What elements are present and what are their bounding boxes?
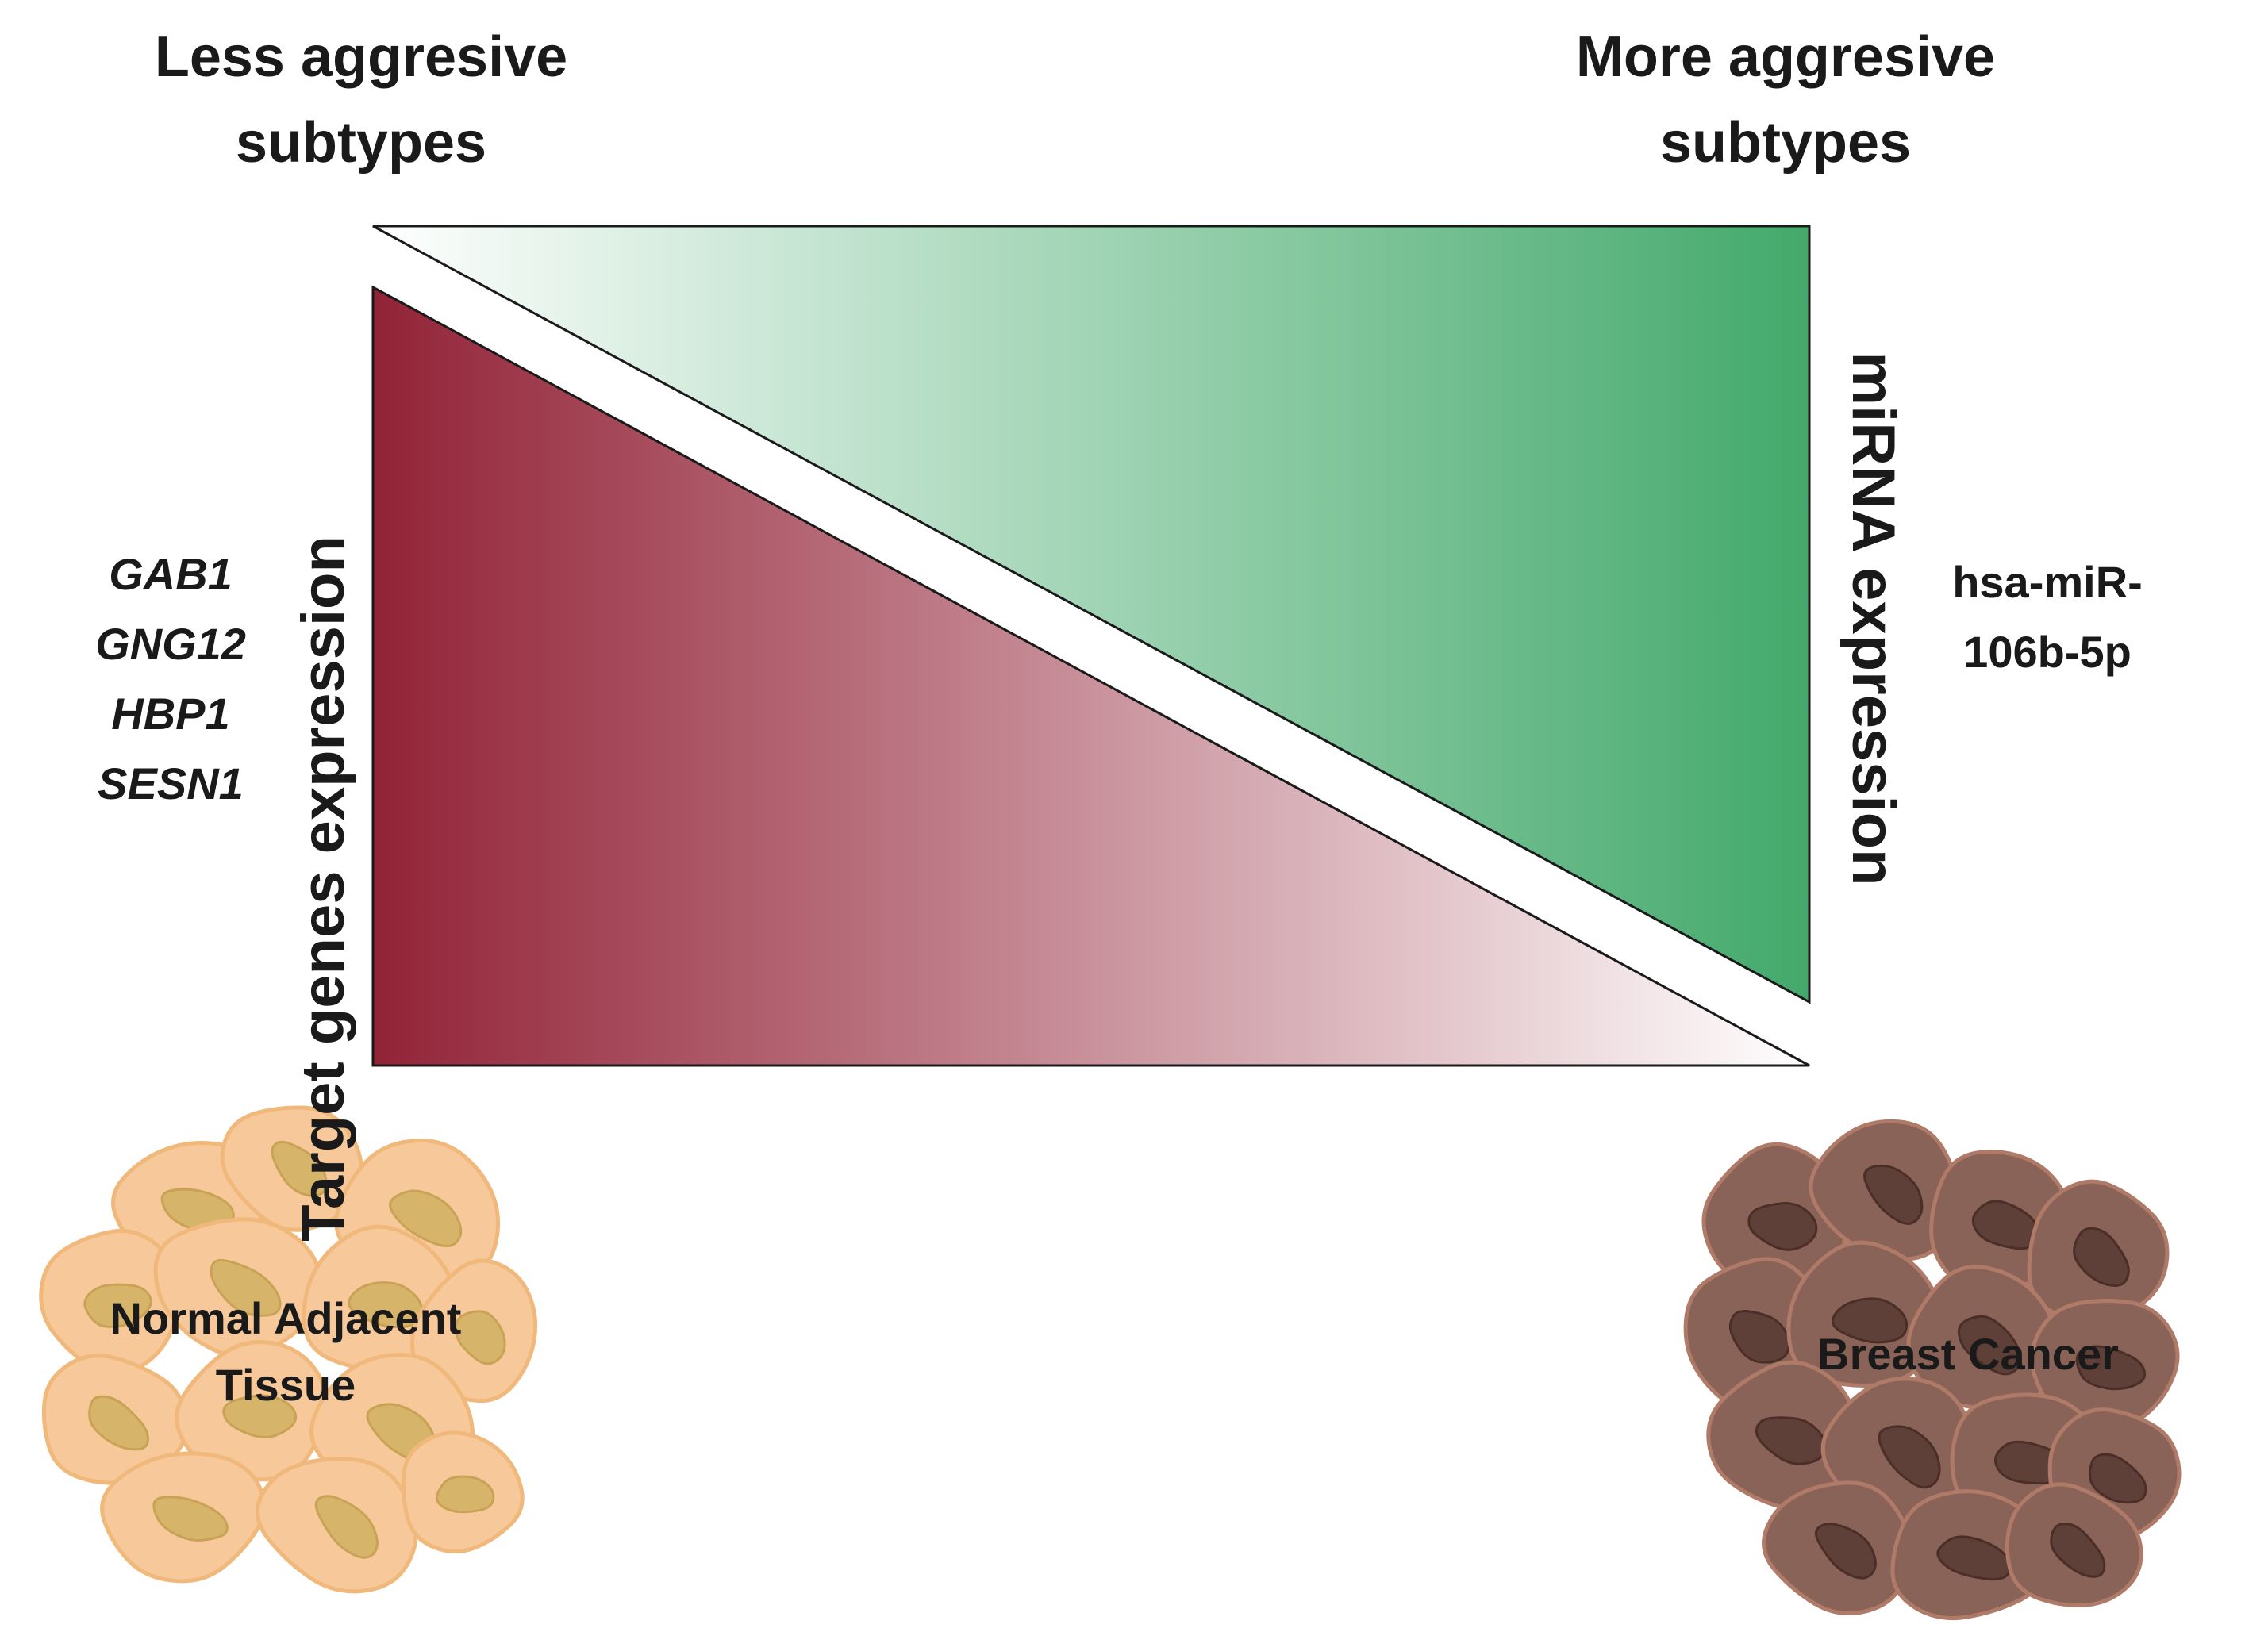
gene-gng12: GNG12 xyxy=(95,619,246,669)
cancer-cell-nucleus xyxy=(2073,1227,2130,1287)
normal-tissue-line1: Normal Adjacent xyxy=(110,1293,462,1343)
mirna-axis-label: miRNA expression xyxy=(1839,351,1907,886)
normal-cell-nucleus xyxy=(389,1189,463,1248)
cancer-cell-nucleus xyxy=(1957,1315,2022,1376)
cancer-tissue-cells xyxy=(1683,1119,2182,1621)
cancer-cell-nucleus xyxy=(1878,1425,1941,1489)
normal-cell-nucleus xyxy=(83,1283,152,1328)
cancer-cell-nucleus xyxy=(2089,1453,2147,1504)
normal-cell-nucleus xyxy=(152,1496,229,1542)
normal-cell-nucleus xyxy=(348,1281,424,1329)
normal-tissue-cells xyxy=(39,1105,537,1594)
header-more-aggressive: More aggresive subtypes xyxy=(1484,14,2087,186)
header-less-line2: subtypes xyxy=(235,111,487,175)
normal-cell-nucleus xyxy=(210,1258,282,1317)
gene-hbp1: HBP1 xyxy=(111,689,230,739)
target-genes-axis-label: Target genes expression xyxy=(290,536,357,1242)
normal-tissue-line2: Tissue xyxy=(215,1360,356,1410)
mirna-name-line1: hsa-miR- xyxy=(1952,557,2143,607)
normal-cell-nucleus xyxy=(435,1475,495,1514)
normal-cell-nucleus xyxy=(88,1395,149,1451)
cancer-cell-nucleus xyxy=(1971,1200,2040,1250)
normal-cell-nucleus xyxy=(271,1140,328,1197)
gene-sesn1: SESN1 xyxy=(98,758,244,808)
normal-tissue-label: Normal Adjacent Tissue xyxy=(63,1285,508,1419)
breast-cancer-line1: Breast Cancer xyxy=(1817,1329,2119,1379)
header-more-line1: More aggresive xyxy=(1575,25,1996,89)
cancer-cell-nucleus xyxy=(1831,1297,1909,1344)
gene-gab1: GAB1 xyxy=(109,549,233,599)
normal-cell-nucleus xyxy=(314,1495,379,1559)
mirna-name-line2: 106b-5p xyxy=(1963,627,2132,677)
header-more-line2: subtypes xyxy=(1659,111,1912,175)
cancer-cell-nucleus xyxy=(1747,1202,1818,1251)
header-less-line1: Less aggresive xyxy=(154,25,568,89)
cancer-cell-nucleus xyxy=(1863,1164,1924,1225)
mirna-expression-triangle xyxy=(372,225,1811,1004)
cancer-cell-nucleus xyxy=(1755,1416,1827,1465)
breast-cancer-label: Breast Cancer xyxy=(1778,1321,2158,1388)
header-less-aggressive: Less aggresive subtypes xyxy=(60,14,663,186)
cancer-cell-nucleus xyxy=(1936,1535,2012,1581)
cancer-cell-nucleus xyxy=(2075,1345,2147,1391)
mirna-name: hsa-miR- 106b-5p xyxy=(1912,547,2182,687)
cancer-cell-nucleus xyxy=(1814,1523,1877,1580)
normal-cell-nucleus xyxy=(222,1394,298,1438)
cancer-cell-nucleus xyxy=(2050,1523,2106,1578)
target-genes-expression-triangle xyxy=(371,285,1810,1067)
target-gene-list: GAB1 GNG12 HBP1 SESN1 xyxy=(71,540,270,819)
normal-cell-nucleus xyxy=(454,1310,506,1365)
